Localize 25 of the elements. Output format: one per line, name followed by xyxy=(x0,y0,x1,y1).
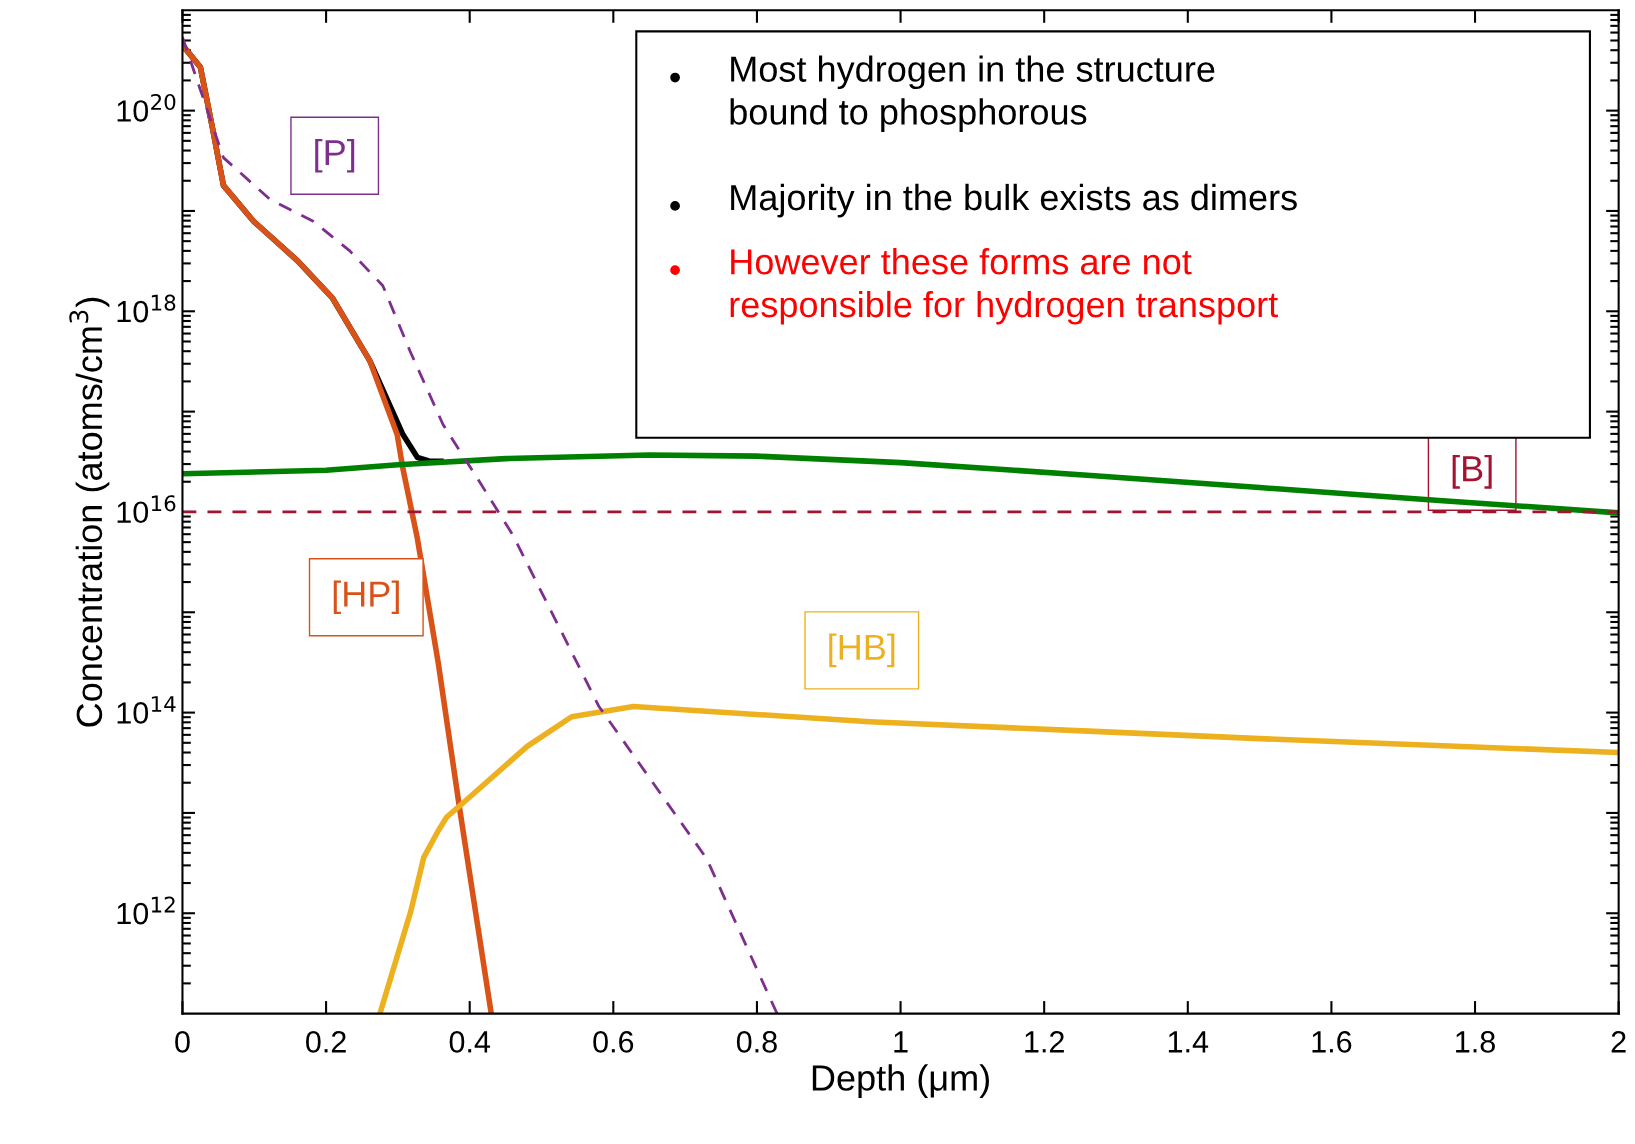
annotation: Majority in the bulk exists as dimers xyxy=(731,183,1297,218)
x-tick-label: 0.4 xyxy=(449,1031,491,1053)
x-tick-label: 0.8 xyxy=(736,1031,777,1053)
x-tick-label: 0 xyxy=(175,1031,190,1053)
x-tick-label: 1 xyxy=(894,1031,908,1053)
y-axis-title: Concentration (atoms/cm$^{3}$) xyxy=(69,297,110,727)
x-tick-label: 1.8 xyxy=(1456,1031,1495,1053)
y-tick-label: 10$^{14}$ xyxy=(117,696,176,724)
x-tick-label: 2 xyxy=(1611,1031,1626,1053)
annotation: Most hydrogen in the structure bound to phosphorous xyxy=(730,55,1215,132)
x-tick-label: 0.6 xyxy=(593,1031,634,1053)
series-label: [HP] xyxy=(333,580,399,615)
y-tick-label: 10$^{16}$ xyxy=(117,495,176,524)
x-axis-title: Depth (μm) xyxy=(812,1064,989,1098)
x-tick-label: 1.4 xyxy=(1168,1031,1209,1053)
annotation: However these forms are not responsible for hydrogen transport xyxy=(730,248,1278,325)
x-tick-label: 0.2 xyxy=(306,1031,346,1053)
y-tick-label: 10$^{12}$ xyxy=(117,896,175,925)
series-label: [HB] xyxy=(829,633,895,668)
y-tick-label: 10$^{20}$ xyxy=(117,93,176,122)
ref-line-label: [B] xyxy=(1452,454,1492,489)
x-tick-label: 1.6 xyxy=(1312,1031,1352,1053)
x-tick-label: 1.2 xyxy=(1025,1031,1064,1053)
series-label: [P] xyxy=(315,138,355,173)
y-tick-label: 10$^{18}$ xyxy=(117,294,176,323)
